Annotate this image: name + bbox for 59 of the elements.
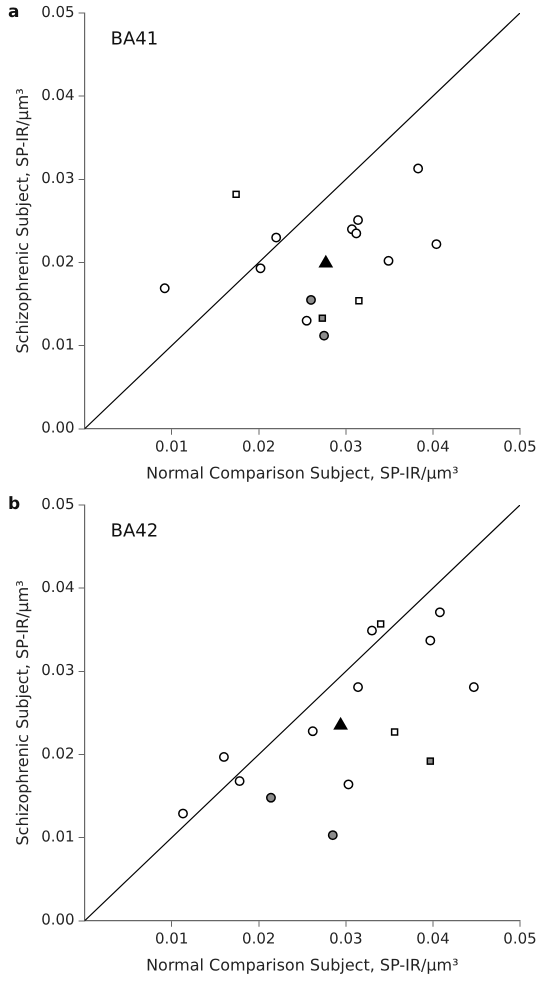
point (413, 164, 424, 174)
text: a (8, 2, 20, 22)
x-tick-label: 0.01 (154, 930, 188, 948)
y-axis-title: Schizophrenic Subject, SP-IR/μm³ (12, 88, 32, 354)
point (434, 607, 445, 618)
point (425, 636, 436, 646)
y-tick-label: 0.02 (41, 252, 75, 270)
x-tick-label: 0.05 (503, 438, 537, 456)
point (367, 626, 377, 636)
x-tick-label: 0.05 (503, 930, 537, 948)
text: b (8, 494, 20, 514)
y-axis-title: Schizophrenic Subject, SP-IR/μm³ (12, 580, 32, 846)
point (318, 314, 326, 322)
y-tick-label: 0.05 (41, 494, 75, 513)
x-tick-label: 0.02 (242, 438, 276, 456)
y-tick-label: 0.02 (41, 744, 75, 762)
point (306, 294, 316, 305)
y-tick-label: 0.03 (41, 169, 75, 188)
y-tick-label: 0.01 (41, 336, 75, 354)
point (266, 792, 276, 803)
point (232, 190, 240, 198)
text: BA42 (110, 520, 158, 542)
point (390, 728, 398, 736)
point (344, 779, 354, 790)
point (426, 757, 434, 765)
x-tick-label: 0.01 (154, 438, 188, 456)
x-tick-label: 0.04 (416, 930, 450, 948)
point (431, 239, 442, 250)
point (218, 752, 229, 762)
y-tick-label: 0.00 (41, 418, 75, 437)
point (178, 808, 188, 818)
point (256, 263, 266, 274)
x-axis-title: Normal Comparison Subject, SP-IR/μm³ (146, 464, 459, 483)
point (384, 256, 394, 266)
point (353, 215, 363, 226)
x-axis-title: Normal Comparison Subject, SP-IR/μm³ (146, 956, 459, 975)
point (234, 776, 245, 786)
text: BA41 (110, 28, 158, 50)
point (328, 830, 338, 840)
point (271, 232, 282, 242)
x-tick-label: 0.04 (416, 438, 450, 456)
point (160, 283, 170, 294)
point (355, 297, 363, 304)
point (351, 228, 362, 238)
x-tick-label: 0.02 (242, 930, 276, 948)
point (376, 620, 384, 628)
y-tick-label: 0.04 (41, 578, 75, 596)
point (468, 682, 479, 692)
y-tick-label: 0.00 (41, 910, 75, 929)
y-tick-label: 0.03 (41, 661, 75, 680)
point (302, 316, 312, 326)
x-tick-label: 0.03 (329, 438, 363, 456)
y-tick-label: 0.01 (41, 828, 75, 846)
point (319, 330, 330, 341)
x-tick-label: 0.03 (329, 930, 363, 948)
point (308, 726, 318, 736)
point (353, 682, 363, 692)
y-tick-label: 0.04 (41, 86, 75, 104)
y-tick-label: 0.05 (41, 2, 75, 21)
